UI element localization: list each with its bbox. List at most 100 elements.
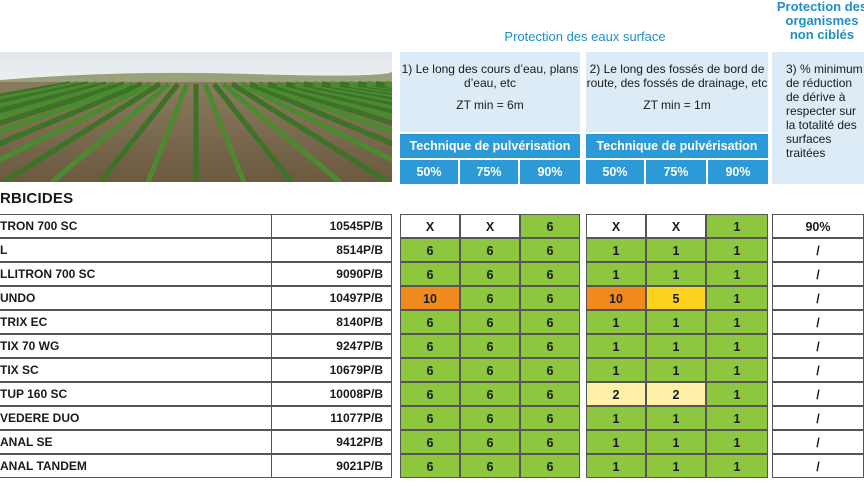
product-name: TIX 70 WG xyxy=(0,335,272,358)
zt-cours-eau-cell: 6 xyxy=(520,262,580,286)
crop-row xyxy=(239,81,392,163)
zt-cours-eau-cell: 6 xyxy=(400,310,460,334)
crop-row xyxy=(0,81,144,147)
header-fosses-text: 2) Le long des fossés de bord de route, … xyxy=(586,62,768,90)
crop-row xyxy=(202,83,247,182)
crop-row xyxy=(0,81,116,119)
zt-cours-eau-cell: 6 xyxy=(520,238,580,262)
product-amm: 10008P/B xyxy=(272,383,392,406)
crop-row xyxy=(267,81,392,126)
zt-fosses-cell: 10 xyxy=(586,286,646,310)
zt-fosses-cell: 1 xyxy=(646,262,706,286)
crop-row xyxy=(221,82,342,182)
zt-fosses-cell: 1 xyxy=(706,334,768,358)
zt-fosses-cell: 1 xyxy=(646,430,706,454)
zt-fosses-cell: 1 xyxy=(646,334,706,358)
zt-cours-eau-cell: 6 xyxy=(400,406,460,430)
product-name: TRON 700 SC xyxy=(0,215,272,238)
zt-cours-eau-cell: 6 xyxy=(520,454,580,478)
table-row: UNDO 10497P/B 10 6 6 10 5 1/ xyxy=(0,286,864,310)
product-name: TRIX EC xyxy=(0,311,272,334)
zt-cours-eau-cell: 6 xyxy=(400,334,460,358)
zt-fosses-cell: 1 xyxy=(586,430,646,454)
header-fosses-zt: ZT min = 1m xyxy=(643,98,711,112)
zt-fosses-cell: 1 xyxy=(646,454,706,478)
zt-fosses-cell: 1 xyxy=(706,430,768,454)
product-amm: 8514P/B xyxy=(272,239,392,262)
product-name: TUP 160 SC xyxy=(0,383,272,406)
header-technique-2: Technique de pulvérisation xyxy=(586,134,768,158)
crop-row xyxy=(0,81,89,106)
reduction-derive-cell: 90% xyxy=(772,214,864,238)
header-reduction-derive: 3) % minimum de réduction de dérive à re… xyxy=(772,52,864,184)
zt-fosses-cell: 1 xyxy=(706,214,768,238)
zt-cours-eau-cell: 6 xyxy=(520,286,580,310)
zt-cours-eau-cell: 6 xyxy=(400,430,460,454)
header-cours-eau-zt: ZT min = 6m xyxy=(456,98,524,112)
zt-cours-eau-cell: 6 xyxy=(520,214,580,238)
zt-fosses-cell: 1 xyxy=(706,406,768,430)
zt-fosses-cell: 1 xyxy=(586,238,646,262)
zt-cours-eau-cell: 6 xyxy=(460,406,520,430)
zt-fosses-cell: 2 xyxy=(586,382,646,406)
zt-fosses-cell: 1 xyxy=(586,334,646,358)
zt-fosses-cell: 1 xyxy=(586,262,646,286)
crop-row xyxy=(303,81,392,106)
product-name: ANAL SE xyxy=(0,431,272,454)
zt-fosses-cell: 5 xyxy=(646,286,706,310)
product-amm: 8140P/B xyxy=(272,311,392,334)
crop-row xyxy=(145,83,190,182)
pct-75-eaux: 75% xyxy=(460,160,518,184)
table-row: TIX 70 WG 9247P/B 6 6 6 1 1 1/ xyxy=(0,334,864,358)
zt-cours-eau-cell: 6 xyxy=(400,382,460,406)
table-row: TRIX EC 8140P/B 6 6 6 1 1 1/ xyxy=(0,310,864,334)
table-row: ANAL SE 9412P/B 6 6 6 1 1 1/ xyxy=(0,430,864,454)
crop-row xyxy=(0,81,98,110)
product-amm: 9021P/B xyxy=(272,455,392,478)
zt-fosses-cell: 1 xyxy=(706,382,768,406)
zt-fosses-cell: 1 xyxy=(586,310,646,334)
crop-row xyxy=(0,81,107,114)
zt-cours-eau-cell: 6 xyxy=(520,406,580,430)
zt-fosses-cell: X xyxy=(646,214,706,238)
zt-cours-eau-cell: 6 xyxy=(520,382,580,406)
zt-cours-eau-cell: X xyxy=(460,214,520,238)
crop-row xyxy=(50,82,171,182)
zt-fosses-cell: 1 xyxy=(706,454,768,478)
reduction-derive-cell: / xyxy=(772,430,864,454)
product-cell: TRON 700 SC 10545P/B xyxy=(0,214,392,238)
pct-90-eaux: 90% xyxy=(520,160,580,184)
zt-cours-eau-cell: 6 xyxy=(400,238,460,262)
header-fosses: 2) Le long des fossés de bord de route, … xyxy=(586,52,768,132)
product-cell: TRIX EC 8140P/B xyxy=(0,310,392,334)
zt-cours-eau-cell: 10 xyxy=(400,286,460,310)
reduction-derive-cell: / xyxy=(772,262,864,286)
reduction-derive-cell: / xyxy=(772,358,864,382)
zt-fosses-cell: 1 xyxy=(586,358,646,382)
reduction-derive-cell: / xyxy=(772,310,864,334)
product-name: LLITRON 700 SC xyxy=(0,263,272,286)
product-name: TIX SC xyxy=(0,359,272,382)
crop-row xyxy=(0,81,153,163)
reduction-derive-cell: / xyxy=(772,334,864,358)
product-cell: TIX SC 10679P/B xyxy=(0,358,392,382)
table-row: TUP 160 SC 10008P/B 6 6 6 2 2 1/ xyxy=(0,382,864,406)
product-name: VEDERE DUO xyxy=(0,407,272,430)
zt-cours-eau-cell: 6 xyxy=(460,382,520,406)
section-title: RBICIDES xyxy=(0,190,74,207)
zt-cours-eau-cell: 6 xyxy=(400,454,460,478)
product-cell: TUP 160 SC 10008P/B xyxy=(0,382,392,406)
product-amm: 10545P/B xyxy=(272,215,392,238)
table-row: VEDERE DUO 11077P/B 6 6 6 1 1 1/ xyxy=(0,406,864,430)
zt-cours-eau-cell: 6 xyxy=(520,334,580,358)
crop-row xyxy=(276,81,392,119)
zt-cours-eau-cell: X xyxy=(400,214,460,238)
product-cell: UNDO 10497P/B xyxy=(0,286,392,310)
table-row: TRON 700 SC 10545P/B X X 6 X X 1 90% xyxy=(0,214,864,238)
organismes-title: Protection des organismes non ciblés xyxy=(776,0,864,42)
zt-fosses-cell: X xyxy=(586,214,646,238)
zt-fosses-cell: 2 xyxy=(646,382,706,406)
product-amm: 10679P/B xyxy=(272,359,392,382)
zt-fosses-cell: 1 xyxy=(706,286,768,310)
product-name: UNDO xyxy=(0,287,272,310)
